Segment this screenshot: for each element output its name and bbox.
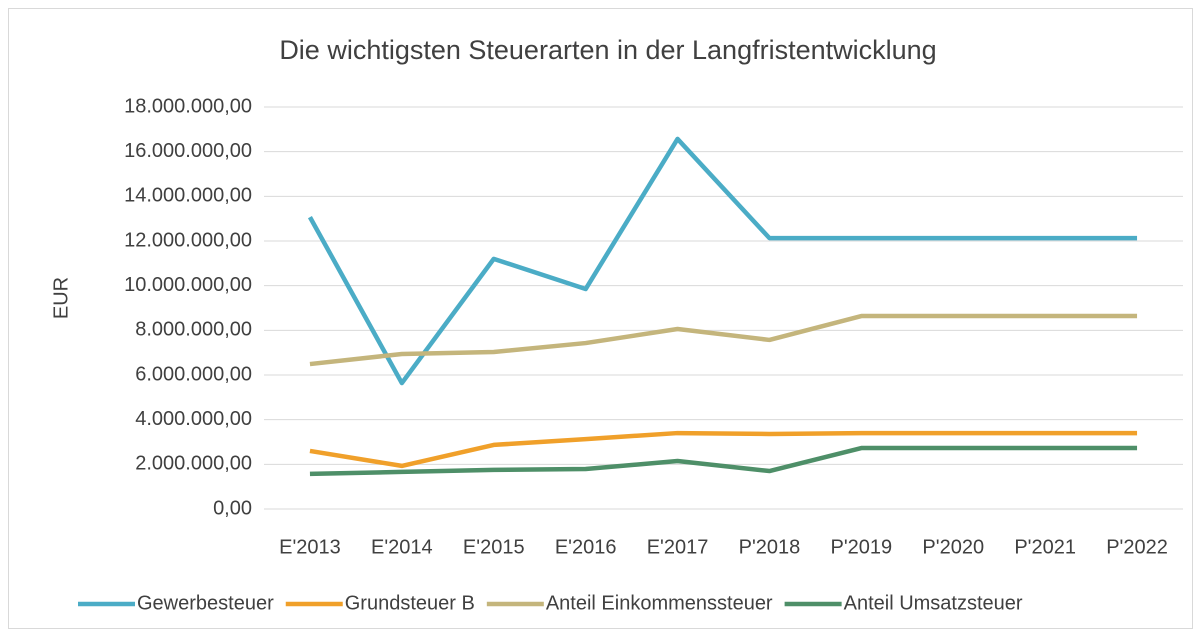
x-tick-label: P'2020	[922, 536, 984, 558]
x-tick-label: P'2018	[739, 536, 801, 558]
chart-title: Die wichtigsten Steuerarten in der Langf…	[279, 35, 936, 65]
legend-label: Anteil Einkommenssteuer	[546, 592, 773, 614]
x-tick-label: E'2016	[555, 536, 617, 558]
y-tick-label: 4.000.000,00	[135, 408, 252, 430]
legend-label: Gewerbesteuer	[137, 592, 274, 614]
y-tick-label: 12.000.000,00	[124, 229, 252, 251]
y-tick-label: 8.000.000,00	[135, 319, 252, 341]
chart-border	[8, 8, 1193, 629]
legend-label: Grundsteuer B	[345, 592, 475, 614]
x-tick-label: P'2022	[1106, 536, 1168, 558]
x-tick-label: P'2019	[831, 536, 893, 558]
x-tick-label: E'2015	[463, 536, 525, 558]
line-series	[309, 445, 1138, 477]
legend-label: Anteil Umsatzsteuer	[844, 592, 1023, 614]
line-series	[309, 313, 1138, 367]
y-tick-label: 18.000.000,00	[124, 95, 252, 117]
y-tick-label: 0,00	[213, 497, 252, 519]
y-tick-label: 6.000.000,00	[135, 363, 252, 385]
y-tick-label: 14.000.000,00	[124, 185, 252, 207]
x-tick-label: E'2017	[647, 536, 709, 558]
x-tick-label: E'2014	[371, 536, 433, 558]
x-tick-label: E'2013	[279, 536, 341, 558]
y-tick-label: 10.000.000,00	[124, 274, 252, 296]
line-series	[307, 136, 1138, 386]
line-series	[309, 430, 1138, 469]
y-axis-title: EUR	[50, 277, 72, 319]
y-tick-label: 16.000.000,00	[124, 140, 252, 162]
y-tick-label: 2.000.000,00	[135, 453, 252, 475]
x-tick-label: P'2021	[1014, 536, 1076, 558]
